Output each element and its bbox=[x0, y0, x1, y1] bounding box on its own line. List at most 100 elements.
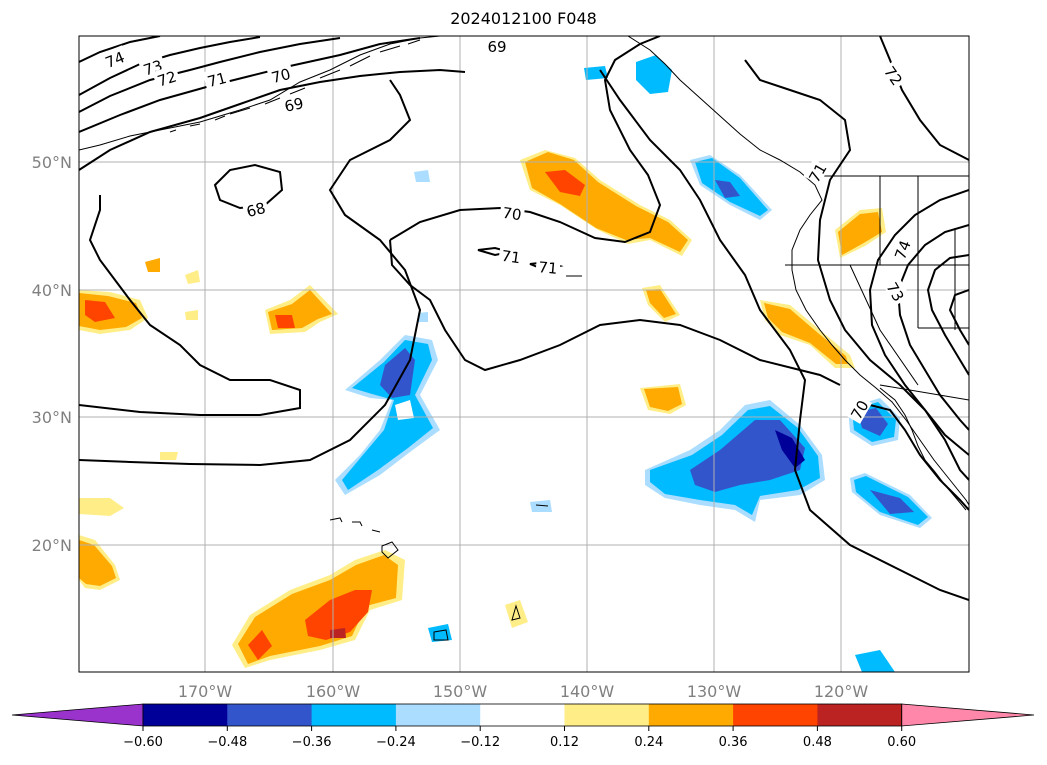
lon-label: 120°W bbox=[814, 682, 869, 701]
contour-72 bbox=[79, 37, 341, 113]
anomaly-patch bbox=[764, 303, 848, 364]
colorbar-segment bbox=[733, 704, 818, 726]
contour-71 bbox=[79, 37, 421, 133]
anomaly-patch bbox=[715, 180, 740, 198]
anomaly-patch bbox=[428, 624, 452, 642]
contour-east-a bbox=[744, 59, 969, 481]
contour-label-68: 68 bbox=[241, 196, 270, 221]
anomaly-patch bbox=[380, 348, 415, 398]
positive-anomaly-patches bbox=[79, 150, 886, 668]
contour-label-72-east: 72 bbox=[880, 59, 909, 90]
contour-70 bbox=[79, 68, 466, 171]
contour-label-71-b: 71 bbox=[535, 255, 561, 278]
lon-label: 160°W bbox=[306, 682, 361, 701]
gridlines bbox=[79, 36, 969, 672]
colorbar: −0.60 −0.48 −0.36 −0.24 −0.12 0.12 0.24 0.36 0.4… bbox=[11, 703, 1035, 750]
anomaly-patch bbox=[855, 650, 895, 672]
svg-text:71: 71 bbox=[500, 247, 521, 267]
colorbar-segment bbox=[564, 704, 650, 726]
anomaly-patch bbox=[838, 212, 882, 255]
contour-label-74-east: 74 bbox=[888, 234, 915, 264]
anomaly-patch bbox=[525, 152, 688, 252]
anomaly-patch bbox=[79, 540, 116, 586]
anomaly-patch bbox=[330, 628, 346, 638]
contour-73 bbox=[79, 36, 261, 96]
anomaly-patch bbox=[505, 600, 528, 628]
anomaly-patch bbox=[185, 270, 200, 284]
anomaly-patch bbox=[238, 555, 398, 664]
anomaly-patch bbox=[644, 387, 682, 411]
anomaly-patch bbox=[530, 500, 552, 512]
svg-text:74: 74 bbox=[103, 48, 127, 72]
colorbar-tick-label: 0.36 bbox=[719, 735, 748, 750]
anomaly-patch bbox=[775, 430, 805, 468]
colorbar-segment bbox=[227, 704, 313, 726]
anomaly-patch bbox=[870, 490, 914, 514]
lon-label: 130°W bbox=[687, 682, 742, 701]
anomaly-patch bbox=[414, 170, 430, 182]
svg-text:71: 71 bbox=[538, 258, 559, 278]
contour-label-72: 72 bbox=[152, 64, 181, 91]
contour-70-mid bbox=[389, 36, 662, 244]
colorbar-segment bbox=[311, 704, 397, 726]
contour-69 bbox=[79, 69, 969, 601]
svg-text:70: 70 bbox=[269, 65, 292, 87]
anomaly-patch bbox=[858, 408, 888, 436]
contour-east-b bbox=[879, 36, 969, 161]
lon-label: 150°W bbox=[433, 682, 488, 701]
anomaly-patch bbox=[584, 66, 608, 80]
colorbar-extend-low bbox=[11, 703, 144, 727]
alaska-coast bbox=[79, 36, 441, 151]
map-title: 2024012100 F048 bbox=[450, 9, 597, 28]
colorbar-segment bbox=[395, 704, 481, 726]
contour-east-c bbox=[868, 189, 969, 456]
svg-text:71: 71 bbox=[205, 69, 228, 91]
lon-label: 140°W bbox=[560, 682, 615, 701]
colorbar-tick-label: 0.24 bbox=[634, 735, 663, 750]
colorbar-tick-label: 0.12 bbox=[550, 735, 579, 750]
anomaly-patch bbox=[690, 420, 805, 492]
colorbar-tick-label: −0.60 bbox=[123, 735, 163, 750]
anomaly-patch bbox=[248, 590, 372, 660]
anomaly-patch bbox=[395, 400, 414, 420]
map-frame bbox=[78, 35, 970, 673]
negative-anomaly-patches bbox=[335, 55, 932, 672]
anomaly-patch bbox=[79, 498, 124, 516]
anomaly-patch bbox=[185, 310, 198, 320]
coastlines bbox=[79, 36, 969, 641]
colorbar-tick-label: −0.24 bbox=[376, 735, 416, 750]
colorbar-segment bbox=[143, 704, 228, 726]
colorbar-segment bbox=[648, 704, 734, 726]
contour-68 bbox=[213, 163, 284, 210]
lat-label: 30°N bbox=[32, 408, 72, 427]
contour-label-69-top: 69 bbox=[485, 36, 509, 56]
lat-label: 20°N bbox=[32, 536, 72, 555]
anomaly-patch bbox=[636, 55, 672, 94]
colorbar-tick-label: −0.36 bbox=[292, 735, 332, 750]
contour-label-73-east: 73 bbox=[882, 276, 911, 306]
svg-text:69: 69 bbox=[283, 94, 305, 116]
contour-east-f bbox=[948, 289, 969, 346]
shading-layer bbox=[79, 55, 932, 672]
colorbar-segment bbox=[480, 704, 565, 726]
colorbar-tick-label: 0.60 bbox=[887, 735, 916, 750]
contour-label-71: 71 bbox=[202, 66, 231, 91]
contour-70-south bbox=[389, 239, 841, 386]
colorbar-segment bbox=[817, 704, 903, 726]
contour-east-e bbox=[926, 254, 969, 376]
anomaly-patch bbox=[545, 170, 585, 196]
contour-74 bbox=[79, 36, 161, 63]
longitude-labels: 170°W 160°W 150°W 140°W 130°W 120°W bbox=[178, 682, 869, 701]
latitude-labels: 50°N 40°N 30°N 20°N bbox=[32, 153, 72, 555]
svg-text:69: 69 bbox=[487, 38, 506, 56]
svg-text:73: 73 bbox=[882, 279, 907, 305]
hawaii-islands bbox=[329, 517, 399, 559]
lat-label: 50°N bbox=[32, 153, 72, 172]
colorbar-extend-high bbox=[901, 703, 1035, 727]
colorbar-outline bbox=[142, 703, 903, 727]
svg-text:72: 72 bbox=[880, 63, 906, 89]
anomaly-patch bbox=[145, 258, 160, 272]
colorbar-tick-label: −0.12 bbox=[460, 735, 500, 750]
anomaly-patch bbox=[646, 289, 676, 318]
